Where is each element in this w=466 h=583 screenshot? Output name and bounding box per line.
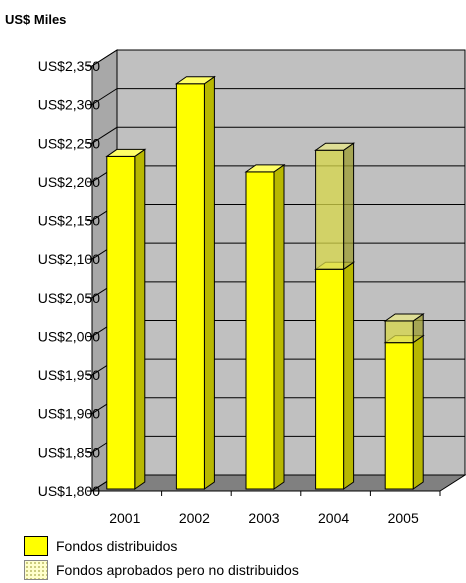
gridline-side [91, 126, 118, 144]
gridline-side [91, 49, 118, 67]
bar-pending-top [383, 313, 425, 322]
x-tick-label: 2002 [179, 510, 210, 526]
y-tick-label: US$2,350 [38, 58, 100, 74]
x-tick-label: 2004 [318, 510, 349, 526]
bar-distributed [245, 171, 275, 490]
bar-distributed [175, 83, 205, 490]
x-tick-label: 2001 [109, 510, 140, 526]
x-tick-label: 2005 [388, 510, 419, 526]
legend-label-pending: Fondos aprobados pero no distribuidos [56, 562, 299, 578]
legend-swatch-pending [24, 560, 48, 580]
y-tick-label: US$1,850 [38, 444, 100, 460]
bar-distributed-side [203, 75, 215, 490]
bar-distributed [384, 342, 414, 490]
legend-label-distributed: Fondos distribuidos [56, 538, 178, 554]
bar-distributed [106, 155, 136, 490]
y-tick-label: US$2,150 [38, 213, 100, 229]
x-tick-label: 2003 [248, 510, 279, 526]
bar-distributed [315, 268, 345, 490]
y-tick-label: US$1,900 [38, 406, 100, 422]
gridline-side [91, 88, 118, 106]
legend: Fondos distribuidos Fondos aprobados per… [24, 534, 299, 582]
bar-distributed-top [174, 76, 216, 85]
y-tick-label: US$2,000 [38, 328, 100, 344]
legend-swatch-distributed [24, 536, 48, 556]
y-tick-label: US$2,200 [38, 174, 100, 190]
bar-distributed-side [134, 148, 146, 490]
y-tick-label: US$2,050 [38, 290, 100, 306]
y-tick-label: US$1,950 [38, 367, 100, 383]
bar-chart: US$ Miles US$1,800 US$1,850 US$1,900 US$1,9… [5, 12, 466, 526]
bar-distributed-side [412, 334, 424, 490]
y-tick-label: US$2,100 [38, 251, 100, 267]
bar-distributed-top [244, 164, 286, 173]
legend-item-pending: Fondos aprobados pero no distribuidos [24, 558, 299, 582]
y-tick-label: US$2,250 [38, 135, 100, 151]
y-tick-label: US$1,800 [38, 483, 100, 499]
bar-distributed-side [343, 261, 355, 490]
bar-pending [315, 149, 345, 270]
bar-distributed-side [273, 163, 285, 490]
bar-distributed-top [105, 148, 147, 157]
plot-area: US$1,800 US$1,850 US$1,900 US$1,950 US$2,000… [38, 49, 466, 526]
bar-pending [384, 320, 414, 344]
legend-item-distributed: Fondos distribuidos [24, 534, 299, 558]
bar-pending-top [314, 142, 356, 151]
chart-title: US$ Miles [5, 12, 66, 27]
bar-pending-side [343, 142, 355, 271]
y-tick-label: US$2,300 [38, 97, 100, 113]
